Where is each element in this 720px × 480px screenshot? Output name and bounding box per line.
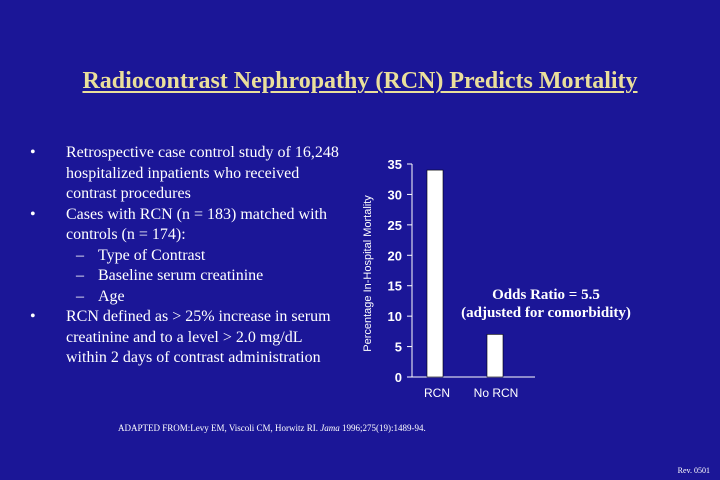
y-tick-label: 10 [388, 309, 402, 324]
source-journal: Jama [320, 423, 340, 433]
slide-title: Radiocontrast Nephropathy (RCN) Predicts… [82, 68, 638, 94]
sub-bullet-item: – Age [24, 287, 340, 308]
mortality-bar-chart: 0 5 10 15 20 25 30 35 Percentage In-Hospital Mor… [362, 157, 535, 400]
sub-bullet-text: Type of Contrast [98, 246, 206, 264]
sub-bullet-item: – Type of Contrast [24, 246, 340, 267]
odds-ratio-annotation: Odds Ratio = 5.5 (adjusted for comorbidi… [456, 286, 636, 322]
annotation-line: (adjusted for comorbidity) [461, 305, 631, 321]
source-prefix: ADAPTED FROM:Levy EM, Viscoli CM, Horwit… [118, 423, 321, 433]
bullet-text: Retrospective case control study of 16,2… [66, 144, 339, 202]
bullet-item: • Retrospective case control study of 16… [24, 143, 340, 205]
bar-no-rcn [486, 334, 504, 378]
x-category-label: RCN [424, 386, 450, 400]
y-tick-label: 5 [395, 340, 402, 355]
sub-bullet-marker: – [76, 267, 84, 284]
x-category-label: No RCN [474, 386, 519, 400]
bar-rcn [426, 169, 444, 378]
source-suffix: 1996;275(19):1489-94. [339, 423, 426, 433]
sub-bullet-item: – Baseline serum creatinine [24, 266, 340, 287]
bullet-marker: • [30, 144, 36, 161]
sub-bullet-marker: – [76, 246, 84, 264]
annotation-line: Odds Ratio = 5.5 [492, 287, 600, 303]
y-tick-label: 25 [388, 218, 402, 233]
bullet-item: • RCN defined as > 25% increase in serum… [24, 307, 340, 369]
bullet-marker: • [30, 205, 36, 223]
y-tick-label: 30 [388, 187, 402, 202]
sub-bullet-text: Baseline serum creatinine [98, 267, 264, 284]
y-tick-label: 35 [388, 157, 402, 172]
y-tick-label: 15 [388, 279, 402, 294]
sub-bullet-text: Age [98, 287, 125, 305]
y-tick-label: 0 [395, 370, 402, 385]
bullet-list: • Retrospective case control study of 16… [24, 143, 340, 369]
revision-footer: Rev. 0501 [677, 466, 710, 475]
bullet-marker: • [30, 308, 36, 325]
bullet-text: RCN defined as > 25% increase in serum c… [66, 308, 331, 366]
sub-bullet-marker: – [76, 287, 84, 305]
y-tick-label: 20 [388, 248, 402, 263]
source-citation: ADAPTED FROM:Levy EM, Viscoli CM, Horwit… [118, 423, 426, 433]
bullet-text: Cases with RCN (n = 183) matched with co… [66, 205, 327, 244]
y-axis-title: Percentage In-Hospital Mortality [362, 195, 374, 352]
bullet-item: • Cases with RCN (n = 183) matched with … [24, 205, 340, 246]
